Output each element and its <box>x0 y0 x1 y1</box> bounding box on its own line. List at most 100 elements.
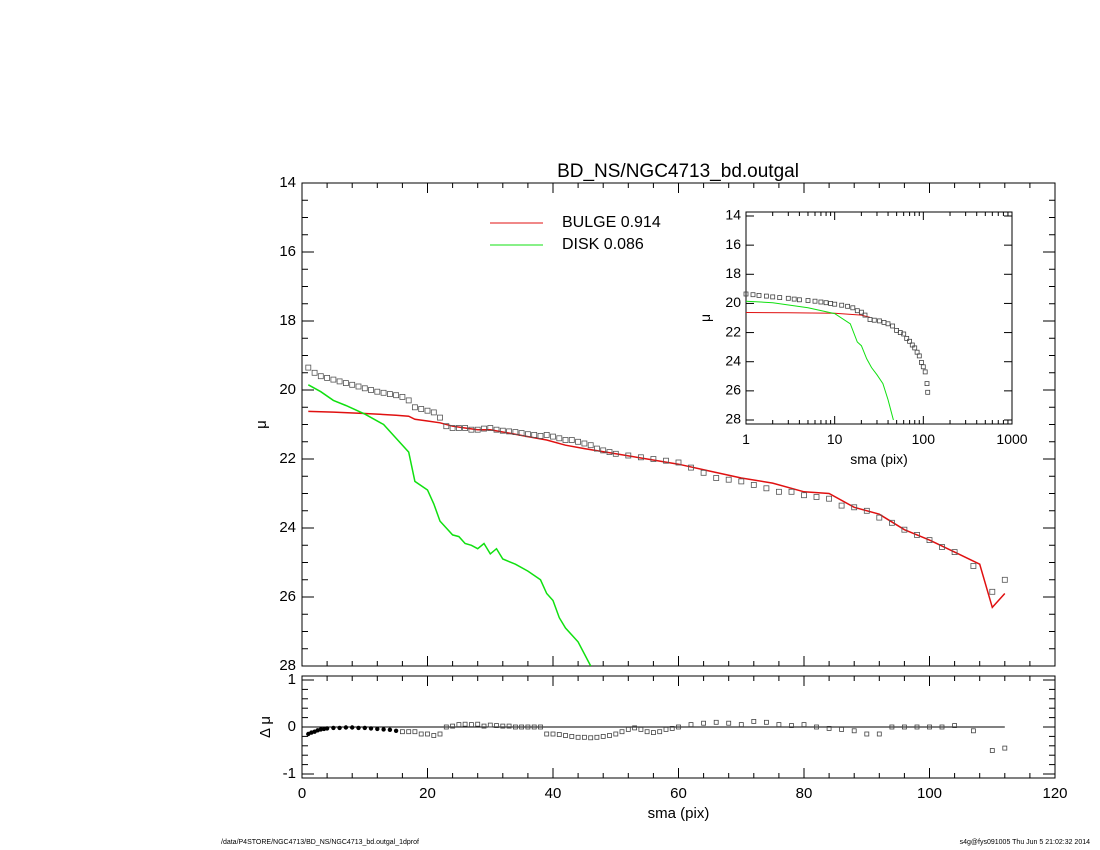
residual-point <box>443 724 449 730</box>
residual-point <box>343 725 349 730</box>
inset-point <box>777 295 783 301</box>
residual-point <box>513 724 518 730</box>
main-point <box>393 392 400 399</box>
residual-point <box>632 725 637 731</box>
main-point <box>462 425 469 431</box>
inset-point <box>743 291 749 297</box>
residual-x-tick-label: 40 <box>545 785 562 802</box>
main-point <box>386 391 393 398</box>
main-point <box>650 456 657 462</box>
residual-point <box>619 729 625 735</box>
main-point <box>355 383 362 390</box>
main-point <box>437 414 443 421</box>
main-point <box>443 423 450 430</box>
main-point <box>424 407 431 414</box>
inset-point <box>916 353 922 359</box>
main-point <box>826 495 832 502</box>
main-point <box>876 514 883 521</box>
main-point <box>581 440 588 447</box>
main-point <box>506 428 513 435</box>
inset-point <box>839 302 845 308</box>
inset-point <box>797 297 802 303</box>
inset-frame <box>745 211 1013 425</box>
residual-point <box>726 720 732 726</box>
residual-point <box>644 729 650 735</box>
inset-x-tick-label: 1000 <box>996 431 1027 447</box>
main-point <box>663 457 669 464</box>
main-point <box>399 393 406 400</box>
inset-point <box>850 305 856 311</box>
inset-point <box>909 342 915 348</box>
residual-point <box>751 719 757 724</box>
residual-point <box>450 723 456 729</box>
residual-point <box>324 726 330 731</box>
inset-x-axis-label: sma (pix) <box>850 451 908 467</box>
inset-point <box>832 301 838 307</box>
main-point <box>324 374 331 381</box>
footer-timestamp: s4g@fys091005 Thu Jun 5 21:02:32 2014 <box>959 839 1090 846</box>
main-point <box>600 447 607 454</box>
main-point <box>543 431 550 438</box>
residual-point <box>864 731 870 737</box>
inset-y-tick-label: 26 <box>725 382 741 398</box>
inset-point <box>791 296 797 302</box>
main-point <box>317 373 324 380</box>
residual-point <box>902 724 907 730</box>
inset-point <box>845 303 850 309</box>
residual-point <box>851 728 857 734</box>
residual-point <box>418 731 424 737</box>
residual-point <box>914 724 920 730</box>
residual-x-tick-label: 0 <box>298 785 306 802</box>
main-point <box>512 429 519 436</box>
main-point <box>575 438 581 445</box>
main-point <box>556 435 563 442</box>
main-point <box>688 464 694 471</box>
main-y-tick-label: 28 <box>279 657 296 674</box>
main-point <box>449 425 456 431</box>
residual-point <box>525 724 531 730</box>
main-point <box>374 388 381 395</box>
main-point <box>738 478 745 485</box>
residual-y-axis-label: Δ μ <box>257 716 274 738</box>
residual-point <box>487 722 493 728</box>
residual-point <box>544 731 550 737</box>
inset-point <box>756 292 762 298</box>
residual-x-tick-label: 80 <box>796 785 813 802</box>
residual-point <box>531 724 537 730</box>
residual-point <box>362 725 367 731</box>
inset-point <box>924 381 930 387</box>
main-y-axis-label: μ <box>253 420 270 429</box>
residual-point <box>538 724 543 730</box>
inset-point <box>785 295 791 301</box>
inset-background <box>746 212 1012 424</box>
main-point <box>330 376 337 383</box>
main-point <box>1001 576 1008 583</box>
inset-point <box>897 330 903 336</box>
residual-point <box>475 721 481 727</box>
main-profile-panel: 14 16 18 20 22 24 26 28 μ <box>253 174 1056 674</box>
main-point <box>468 426 475 433</box>
main-y-tick-label: 20 <box>279 381 296 398</box>
residual-point <box>657 729 663 735</box>
main-point <box>914 532 920 538</box>
inset-y-tick-label: 24 <box>725 352 741 368</box>
residual-point <box>456 722 462 727</box>
legend: BULGE 0.914 DISK 0.086 <box>490 214 661 253</box>
residual-point <box>399 729 405 735</box>
residual-point <box>494 723 499 728</box>
inset-point <box>925 389 931 395</box>
residual-point <box>425 731 430 737</box>
residual-point <box>1002 745 1008 751</box>
residual-point <box>481 723 487 729</box>
inset-x-tick-label: 1 <box>742 431 750 447</box>
legend-bulge-label: BULGE 0.914 <box>562 214 661 231</box>
residual-point <box>393 728 399 733</box>
main-point <box>518 430 525 437</box>
main-point <box>305 364 312 371</box>
main-point <box>838 502 845 509</box>
main-point <box>889 519 895 526</box>
main-point <box>750 481 757 488</box>
main-point <box>700 469 707 476</box>
